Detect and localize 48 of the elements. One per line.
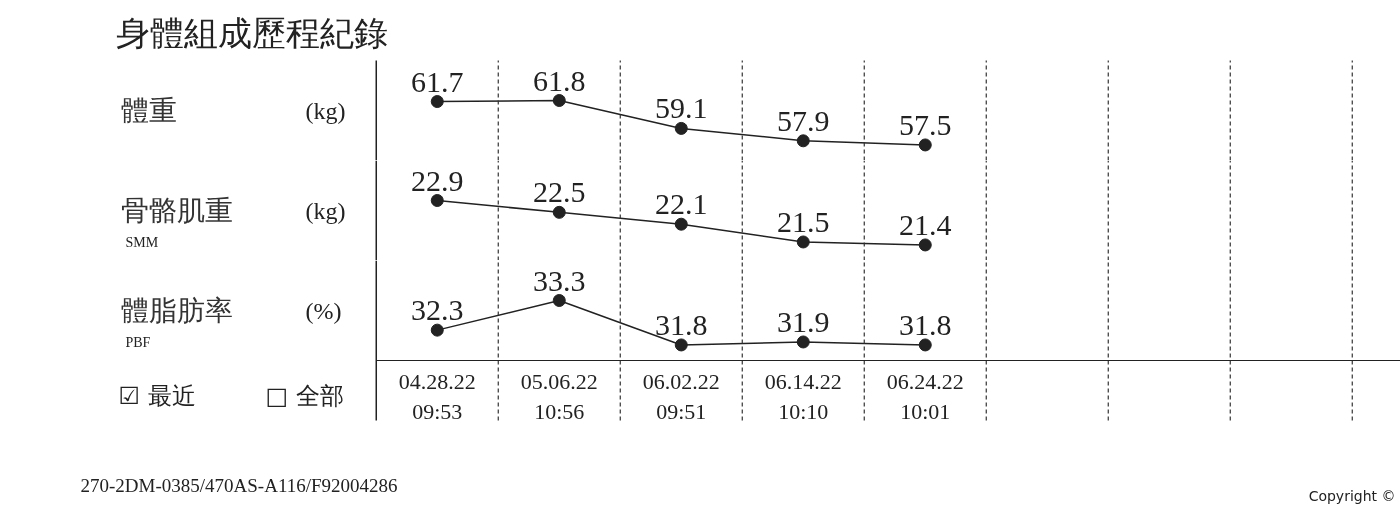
text: (%) [305,297,342,324]
x-tick-label: 05.06.22 10:56 [520,368,598,424]
point [796,235,810,249]
x-tick-label: 06.02.22 09:51 [642,368,720,424]
point [796,134,810,148]
x-tick-label: 04.28.22 09:53 [398,368,476,424]
point [552,94,566,107]
y-axis-title: 體脂肪率 [120,294,233,327]
text: □ 全部 [265,381,344,410]
text: SMM [125,235,159,250]
text: (kg) [305,97,346,124]
point [430,323,444,337]
point [796,335,810,349]
text: ☑ 最近 [118,381,196,410]
data-label: 32.3 [411,293,464,327]
data-label: 61.8 [533,63,586,97]
data-label: 31.9 [777,304,830,338]
text: Copyright © [1308,487,1396,504]
text: PBF [125,335,151,350]
data-label: 61.7 [411,64,464,98]
data-label: 59.1 [655,91,708,125]
point [674,121,688,135]
data-label: 22.5 [533,175,586,209]
point [918,338,932,352]
data-label: 33.3 [533,263,586,297]
data-label: 31.8 [655,307,708,341]
point [552,205,566,219]
x-tick-label: 06.14.22 10:10 [764,368,842,424]
text: 270-2DM-0385/470AS-A116/F92004286 [80,475,398,496]
point [430,95,444,109]
data-label: 57.9 [777,103,830,137]
y-axis-title: 體重 [120,94,177,127]
point [918,138,932,152]
point [430,194,444,207]
data-label: 21.4 [899,207,952,241]
point [674,338,688,352]
y-axis-title: 骨骼肌重 [120,194,233,227]
point [918,238,932,252]
data-label: 31.8 [899,307,952,341]
point [674,217,688,231]
text: 身體組成歷程紀錄 [115,12,388,53]
data-label: 57.5 [899,107,952,141]
text: (kg) [305,197,346,224]
point [552,294,566,307]
x-tick-label: 06.24.22 10:01 [886,368,964,424]
data-label: 21.5 [777,204,830,238]
data-label: 22.9 [411,163,464,197]
data-label: 22.1 [655,187,708,221]
